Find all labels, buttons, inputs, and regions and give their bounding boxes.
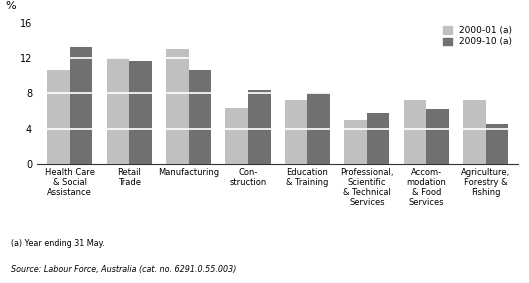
Bar: [47, 70, 70, 164]
Bar: [248, 90, 271, 164]
Text: Source: Labour Force, Australia (cat. no. 6291.0.55.003): Source: Labour Force, Australia (cat. no…: [11, 265, 236, 274]
Bar: [344, 120, 367, 164]
Bar: [106, 58, 129, 164]
Bar: [404, 100, 426, 164]
Bar: [367, 113, 389, 164]
Bar: [426, 109, 449, 164]
Bar: [307, 93, 330, 164]
Bar: [166, 49, 188, 164]
Text: (a) Year ending 31 May.: (a) Year ending 31 May.: [11, 239, 104, 248]
Bar: [70, 48, 92, 164]
Legend: 2000-01 (a), 2009-10 (a): 2000-01 (a), 2009-10 (a): [441, 24, 514, 48]
Bar: [463, 100, 486, 164]
Text: %: %: [6, 1, 16, 11]
Bar: [285, 100, 307, 164]
Bar: [129, 61, 152, 164]
Bar: [188, 70, 211, 164]
Bar: [225, 108, 248, 164]
Bar: [486, 124, 508, 164]
